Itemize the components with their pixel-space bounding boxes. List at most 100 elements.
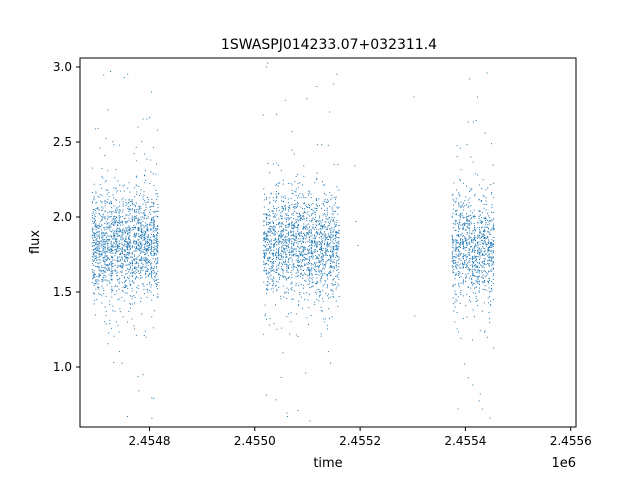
data-point — [324, 214, 326, 216]
data-point — [95, 239, 97, 241]
data-point — [281, 206, 283, 208]
data-point — [293, 224, 295, 226]
data-point — [127, 221, 129, 223]
data-point — [481, 254, 483, 256]
data-point — [140, 248, 142, 250]
data-point — [281, 211, 283, 213]
data-point — [319, 222, 321, 224]
data-point — [145, 241, 147, 243]
data-point — [462, 279, 464, 281]
data-point — [144, 153, 146, 155]
data-point — [458, 222, 460, 224]
data-point — [330, 239, 332, 241]
data-point — [135, 227, 137, 229]
data-point — [297, 227, 299, 229]
data-point — [138, 227, 140, 229]
data-point — [302, 284, 304, 286]
data-point — [314, 214, 316, 216]
data-point — [91, 201, 93, 203]
data-point — [453, 259, 455, 261]
data-point — [306, 98, 308, 100]
data-point — [471, 250, 473, 252]
data-point — [302, 277, 304, 279]
data-point — [99, 245, 101, 247]
data-point — [336, 231, 338, 233]
data-point — [135, 209, 137, 211]
data-point — [482, 230, 484, 232]
data-point — [124, 250, 126, 252]
data-point — [294, 239, 296, 241]
data-point — [119, 222, 121, 224]
data-point — [315, 221, 317, 223]
data-point — [107, 189, 109, 191]
data-point — [278, 234, 280, 236]
data-point — [140, 237, 142, 239]
data-point — [488, 287, 490, 289]
data-point — [99, 242, 101, 244]
data-point — [296, 255, 298, 257]
data-point — [312, 281, 314, 283]
data-point — [278, 264, 280, 266]
data-point — [120, 216, 122, 218]
data-point — [456, 234, 458, 236]
data-point — [91, 167, 93, 169]
data-point — [131, 226, 133, 228]
data-point — [134, 259, 136, 261]
data-point — [475, 287, 477, 289]
data-point — [117, 279, 119, 281]
data-point — [97, 286, 99, 288]
data-point — [128, 217, 130, 219]
data-point — [322, 267, 324, 269]
data-point — [98, 276, 100, 278]
data-point — [264, 264, 266, 266]
data-point — [275, 285, 277, 287]
data-point — [324, 318, 326, 320]
data-point — [145, 336, 147, 338]
data-point — [142, 374, 144, 376]
data-point — [114, 230, 116, 232]
data-point — [488, 318, 490, 320]
data-point — [141, 238, 143, 240]
data-point — [287, 206, 289, 208]
data-point — [335, 300, 337, 302]
data-point — [320, 257, 322, 259]
data-point — [414, 315, 416, 317]
data-point — [482, 241, 484, 243]
data-point — [113, 233, 115, 235]
data-point — [125, 205, 127, 207]
data-point — [147, 230, 149, 232]
data-point — [481, 281, 483, 283]
data-point — [321, 240, 323, 242]
data-point — [492, 164, 494, 166]
data-point — [455, 298, 457, 300]
data-point — [136, 176, 138, 178]
data-point — [138, 270, 140, 272]
data-point — [143, 257, 145, 259]
data-point — [300, 266, 302, 268]
data-point — [115, 238, 117, 240]
data-point — [263, 188, 265, 190]
data-point — [125, 241, 127, 243]
data-point — [281, 258, 283, 260]
data-point — [128, 236, 130, 238]
data-point — [157, 270, 159, 272]
data-point — [289, 251, 291, 253]
data-point — [145, 273, 147, 275]
data-point — [313, 241, 315, 243]
data-point — [286, 266, 288, 268]
data-point — [102, 232, 104, 234]
data-point — [454, 222, 456, 224]
data-point — [96, 275, 98, 277]
data-point — [272, 287, 274, 289]
data-point — [326, 278, 328, 280]
data-point — [485, 189, 487, 191]
data-point — [147, 234, 149, 236]
data-point — [133, 254, 135, 256]
data-point — [291, 189, 293, 191]
data-point — [457, 274, 459, 276]
data-point — [145, 238, 147, 240]
data-point — [282, 275, 284, 277]
data-point — [413, 96, 415, 98]
data-point — [114, 177, 116, 179]
data-point — [491, 242, 493, 244]
